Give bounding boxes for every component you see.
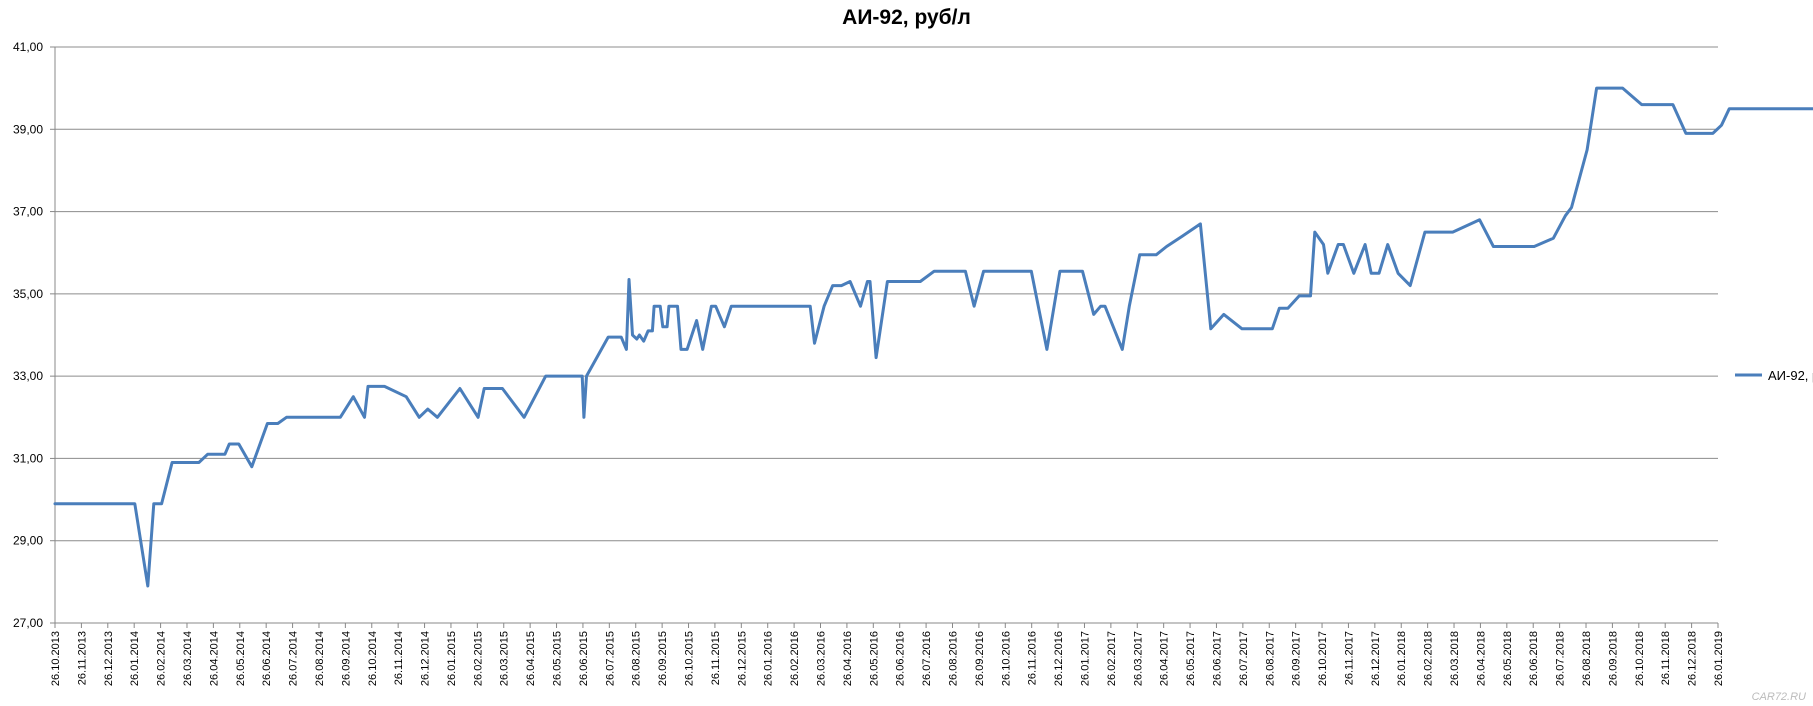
x-tick-label: 26.02.2018	[1423, 631, 1435, 686]
x-tick-label: 26.08.2014	[314, 631, 326, 686]
x-tick-label: 26.04.2018	[1475, 631, 1487, 686]
x-tick-label: 26.02.2015	[472, 631, 484, 686]
x-tick-label: 26.04.2016	[842, 631, 854, 686]
x-tick-label: 26.01.2016	[763, 631, 775, 686]
x-tick-label: 26.03.2015	[499, 631, 511, 686]
x-tick-label: 26.02.2014	[156, 631, 168, 686]
x-tick-label: 26.10.2018	[1634, 631, 1646, 686]
x-tick-label: 26.05.2015	[552, 631, 564, 686]
x-tick-label: 26.11.2018	[1660, 631, 1672, 685]
x-tick-label: 26.02.2016	[789, 631, 801, 686]
x-tick-label: 26.07.2014	[288, 631, 300, 686]
x-tick-label: 26.05.2016	[868, 631, 880, 686]
y-tick-label: 27,00	[13, 616, 43, 630]
x-tick-label: 26.06.2018	[1528, 631, 1540, 686]
x-tick-label: 26.08.2018	[1581, 631, 1593, 686]
x-tick-label: 26.11.2014	[393, 631, 405, 685]
series-line	[53, 86, 1813, 588]
x-tick-label: 26.04.2015	[525, 631, 537, 686]
x-tick-label: 26.08.2015	[631, 631, 643, 686]
x-tick-label: 26.12.2015	[736, 631, 748, 686]
chart-title: АИ-92, руб/л	[842, 6, 971, 29]
x-tick-label: 26.05.2014	[235, 631, 247, 686]
x-tick-label: 26.10.2017	[1317, 631, 1329, 686]
x-tick-label: 26.07.2018	[1555, 631, 1567, 686]
watermark-text: CAR72.RU	[1752, 691, 1806, 703]
x-tick-label: 26.10.2013	[50, 631, 62, 686]
x-tick-label: 26.04.2014	[208, 631, 220, 686]
x-tick-label: 26.08.2016	[947, 631, 959, 686]
x-tick-label: 26.03.2016	[816, 631, 828, 686]
x-tick-label: 26.06.2016	[895, 631, 907, 686]
x-tick-label: 26.11.2013	[76, 631, 88, 685]
x-tick-label: 26.10.2015	[684, 631, 696, 686]
x-tick-label: 26.03.2018	[1449, 631, 1461, 686]
x-tick-label: 26.05.2017	[1185, 631, 1197, 686]
x-tick-label: 26.10.2016	[1000, 631, 1012, 686]
x-tick-label: 26.11.2016	[1027, 631, 1039, 685]
x-tick-label: 26.12.2017	[1370, 631, 1382, 686]
x-tick-label: 26.12.2013	[103, 631, 115, 686]
x-tick-label: 26.05.2018	[1502, 631, 1514, 686]
y-tick-label: 37,00	[13, 205, 43, 219]
x-tick-label: 26.06.2015	[578, 631, 590, 686]
x-tick-label: 26.07.2016	[921, 631, 933, 686]
y-tick-label: 33,00	[13, 369, 43, 383]
x-tick-label: 26.11.2017	[1343, 631, 1355, 685]
x-tick-label: 26.07.2017	[1238, 631, 1250, 686]
legend-label: АИ-92, руб/л	[1768, 368, 1813, 383]
y-tick-label: 35,00	[13, 287, 43, 301]
x-tick-label: 26.10.2014	[367, 631, 379, 686]
x-tick-label: 26.02.2017	[1106, 631, 1118, 686]
x-tick-label: 26.11.2015	[710, 631, 722, 685]
x-tick-label: 26.09.2018	[1607, 631, 1619, 686]
x-tick-label: 26.07.2015	[604, 631, 616, 686]
x-tick-label: 26.09.2014	[340, 631, 352, 686]
x-tick-label: 26.01.2015	[446, 631, 458, 686]
x-tick-label: 26.01.2019	[1713, 631, 1725, 686]
x-tick-label: 26.06.2017	[1211, 631, 1223, 686]
y-tick-label: 39,00	[13, 122, 43, 136]
y-tick-label: 41,00	[13, 40, 43, 54]
y-tick-label: 31,00	[13, 451, 43, 465]
x-tick-label: 26.03.2017	[1132, 631, 1144, 686]
x-tick-label: 26.09.2015	[657, 631, 669, 686]
x-tick-label: 26.01.2014	[129, 631, 141, 686]
x-tick-label: 26.09.2016	[974, 631, 986, 686]
x-tick-label: 26.12.2014	[420, 631, 432, 686]
y-tick-label: 29,00	[13, 534, 43, 548]
x-tick-label: 26.03.2014	[182, 631, 194, 686]
x-tick-label: 26.12.2018	[1687, 631, 1699, 686]
x-tick-label: 26.08.2017	[1264, 631, 1276, 686]
x-tick-label: 26.09.2017	[1291, 631, 1303, 686]
x-tick-label: 26.12.2016	[1053, 631, 1065, 686]
x-tick-label: 26.04.2017	[1159, 631, 1171, 686]
x-tick-label: 26.06.2014	[261, 631, 273, 686]
x-tick-label: 26.01.2018	[1396, 631, 1408, 686]
x-tick-label: 26.01.2017	[1079, 631, 1091, 686]
